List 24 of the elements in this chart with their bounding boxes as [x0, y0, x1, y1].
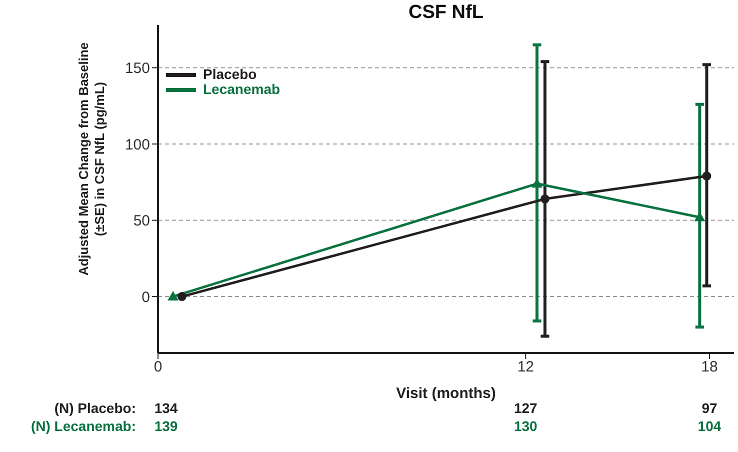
text: 97 — [702, 400, 718, 416]
y-tick-label: 0 — [142, 288, 150, 306]
text: 127 — [514, 400, 538, 416]
x-tick-label: 0 — [154, 358, 162, 376]
text: (N) Lecanemab: — [30, 418, 136, 434]
text: (N) Placebo: — [54, 400, 136, 416]
text: 134 — [154, 400, 178, 416]
y-tick-label: 50 — [133, 212, 150, 230]
text: 139 — [154, 418, 178, 434]
point — [177, 292, 186, 302]
text: 130 — [514, 418, 538, 434]
y-tick-label: 100 — [124, 136, 150, 154]
legend-label: Placebo — [202, 66, 258, 82]
x-axis-title: Visit (months) — [396, 385, 496, 402]
point — [702, 172, 712, 181]
text: 104 — [698, 418, 722, 434]
y-tick-label: 150 — [124, 60, 150, 78]
y-axis-title: Adjusted Mean Change from Baseline (±SE) in CSF NfL (pg/mL) — [76, 42, 107, 276]
point — [168, 291, 179, 301]
point — [540, 194, 550, 204]
x-tick-label: 12 — [517, 358, 534, 376]
chart-title: CSF NfL — [408, 2, 484, 24]
legend-label: Lecanemab — [202, 81, 280, 97]
x-tick-label: 18 — [701, 358, 718, 376]
